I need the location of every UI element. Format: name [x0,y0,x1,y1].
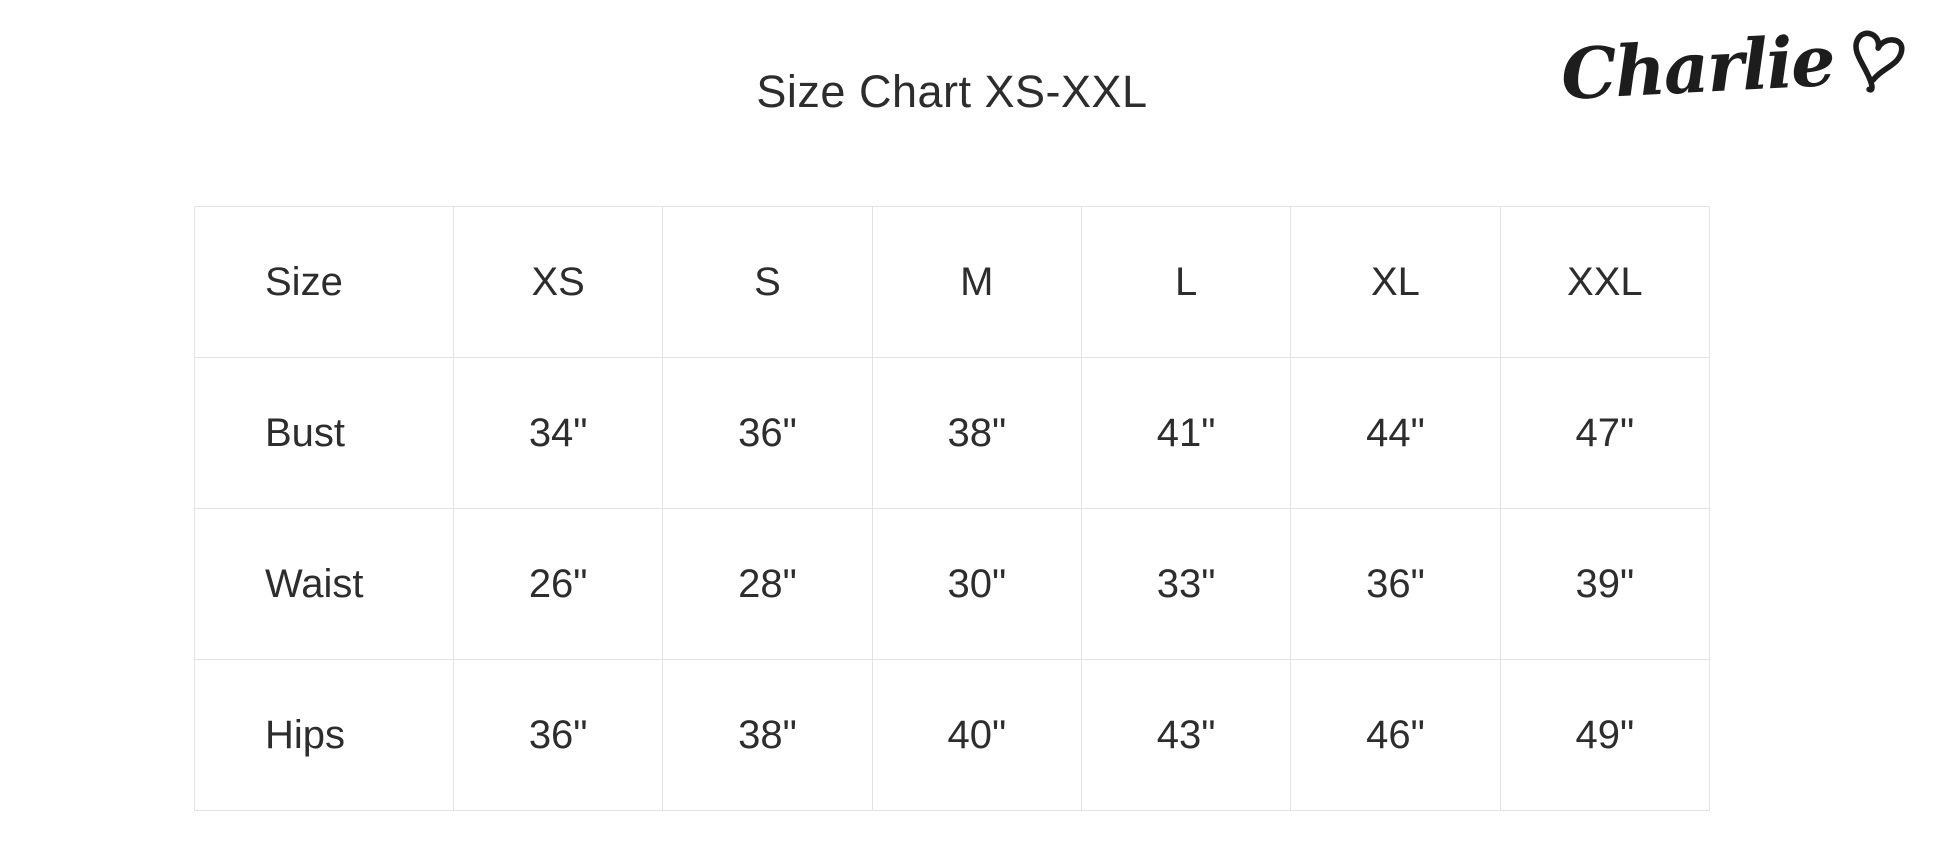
heart-b-icon [1838,18,1912,111]
value-cell: 40" [871,659,1082,811]
value-cell: 33" [1080,508,1292,660]
value-cell: 49" [1499,659,1711,811]
size-chart-table: Size XS S M L XL XXL Bust 34" 36" 38" 41… [194,206,1711,811]
value-cell: 39" [1499,508,1711,660]
header-row: Size XS S M L XL XXL [194,206,1711,358]
brand-name: Charlie [1559,18,1836,117]
value-cell: 36" [1290,508,1501,660]
value-cell: 41" [1080,357,1292,509]
value-cell: 36" [452,659,664,811]
col-header-s: S [662,206,873,358]
value-cell: 36" [662,357,873,509]
row-label-hips: Hips [194,659,454,811]
col-header-m: M [871,206,1082,358]
row-label-bust: Bust [194,357,454,509]
col-header-xs: XS [452,206,664,358]
value-cell: 47" [1499,357,1711,509]
table-row-waist: Waist 26" 28" 30" 33" 36" 39" [194,508,1711,660]
value-cell: 38" [662,659,873,811]
brand-logo: Charlie [1559,18,1906,117]
value-cell: 43" [1080,659,1292,811]
col-header-xxl: XXL [1499,206,1711,358]
row-label-waist: Waist [194,508,454,660]
value-cell: 28" [662,508,873,660]
page-title: Size Chart XS-XXL [756,66,1148,117]
col-header-l: L [1080,206,1292,358]
value-cell: 30" [871,508,1082,660]
value-cell: 34" [452,357,664,509]
table-row-bust: Bust 34" 36" 38" 41" 44" 47" [194,357,1711,509]
value-cell: 46" [1290,659,1501,811]
table-row-hips: Hips 36" 38" 40" 43" 46" 49" [194,659,1711,811]
value-cell: 44" [1290,357,1501,509]
value-cell: 26" [452,508,664,660]
col-header-size: Size [194,206,454,358]
col-header-xl: XL [1290,206,1501,358]
value-cell: 38" [871,357,1082,509]
